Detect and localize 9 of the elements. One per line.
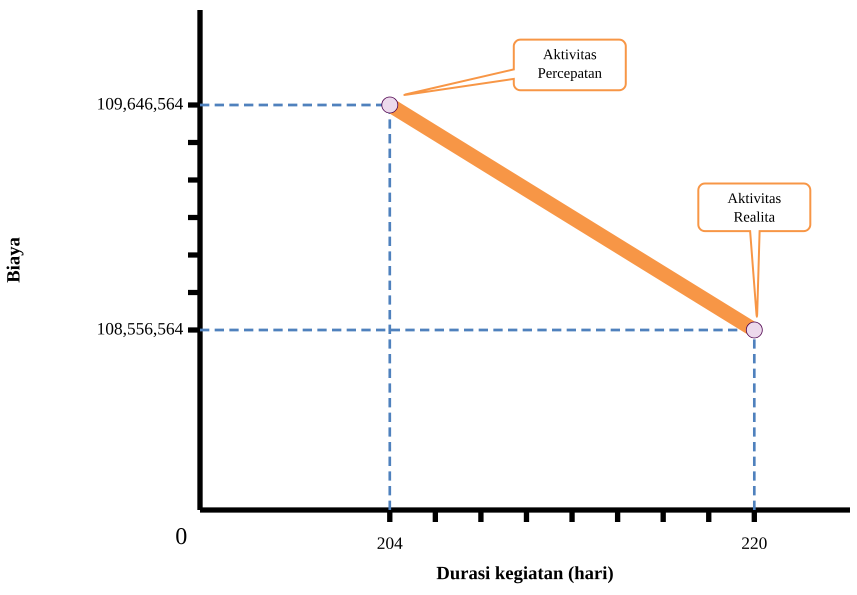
y-tick-label: 108,556,564 <box>98 322 184 338</box>
y-tick-label: 109,646,564 <box>98 98 184 112</box>
text: 0 <box>176 528 186 544</box>
x-tick-label: 204 <box>378 537 403 550</box>
x-axis-title: Durasi kegiatan (hari) <box>436 566 613 584</box>
x-tick-label: 220 <box>742 537 767 550</box>
annotation: Aktivitas Realita <box>728 192 781 222</box>
y-axis-title: Biaya <box>6 237 24 282</box>
annotation: Aktivitas Percepatan <box>538 49 602 81</box>
